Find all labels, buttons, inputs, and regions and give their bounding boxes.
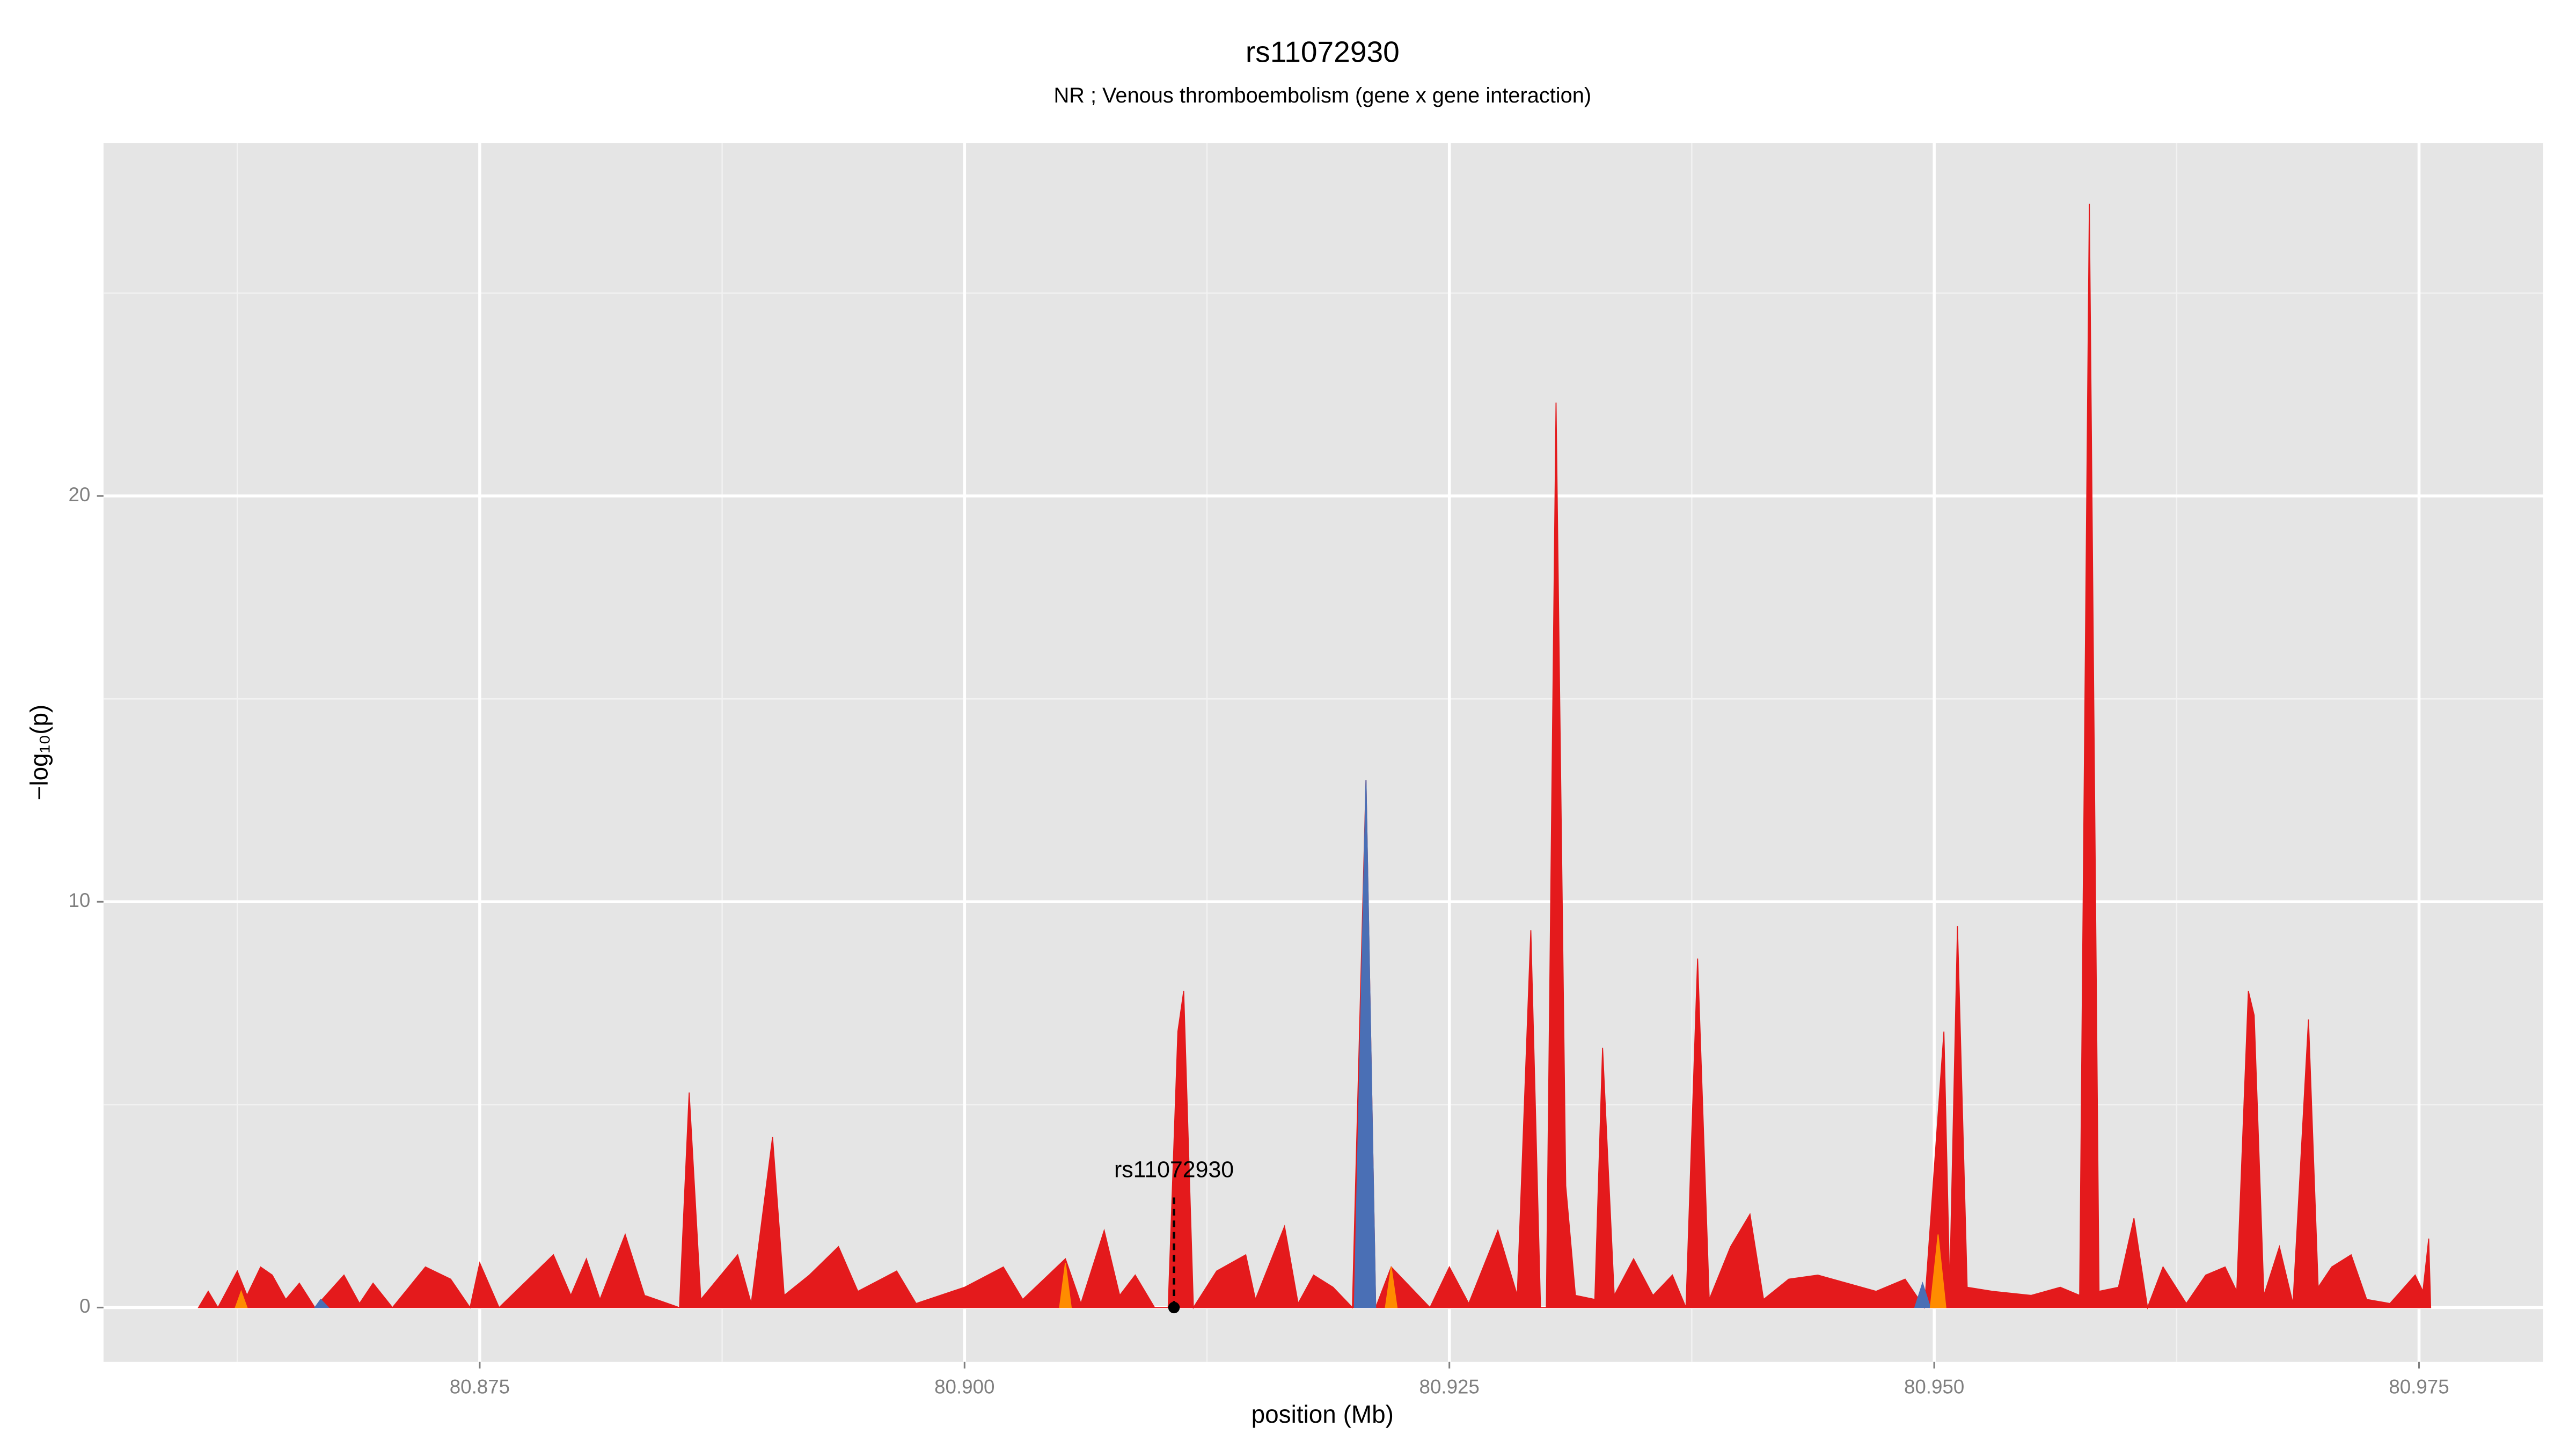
- area: [313, 1298, 330, 1308]
- chart-title: rs11072930: [1246, 35, 1400, 69]
- x-tick-label: 80.950: [1904, 1375, 1964, 1397]
- x-tick-label: 80.900: [934, 1375, 994, 1397]
- y-tick-label: 10: [69, 889, 91, 911]
- annotation-label: rs11072930: [1114, 1157, 1234, 1183]
- x-axis-label: position (Mb): [1252, 1400, 1394, 1428]
- x-tick-label: 80.975: [2389, 1375, 2449, 1397]
- y-axis-label: −log₁₀(p): [25, 705, 53, 801]
- area: [235, 1290, 248, 1308]
- chart-subtitle: NR ; Venous thromboembolism (gene x gene…: [1053, 84, 1591, 107]
- y-tick-label: 0: [79, 1295, 90, 1317]
- area: [1353, 780, 1377, 1308]
- plot-background: [103, 143, 2543, 1362]
- area: [1059, 1263, 1072, 1308]
- x-tick-label: 80.925: [1419, 1375, 1480, 1397]
- area: [1385, 1267, 1398, 1308]
- marks: [197, 203, 2432, 1310]
- annotation-point: [1168, 1301, 1180, 1314]
- area: [197, 203, 2432, 1310]
- y-tick-label: 20: [69, 484, 91, 506]
- area: [1914, 1282, 1931, 1308]
- area: [1929, 1234, 1946, 1308]
- x-tick-label: 80.875: [450, 1375, 510, 1397]
